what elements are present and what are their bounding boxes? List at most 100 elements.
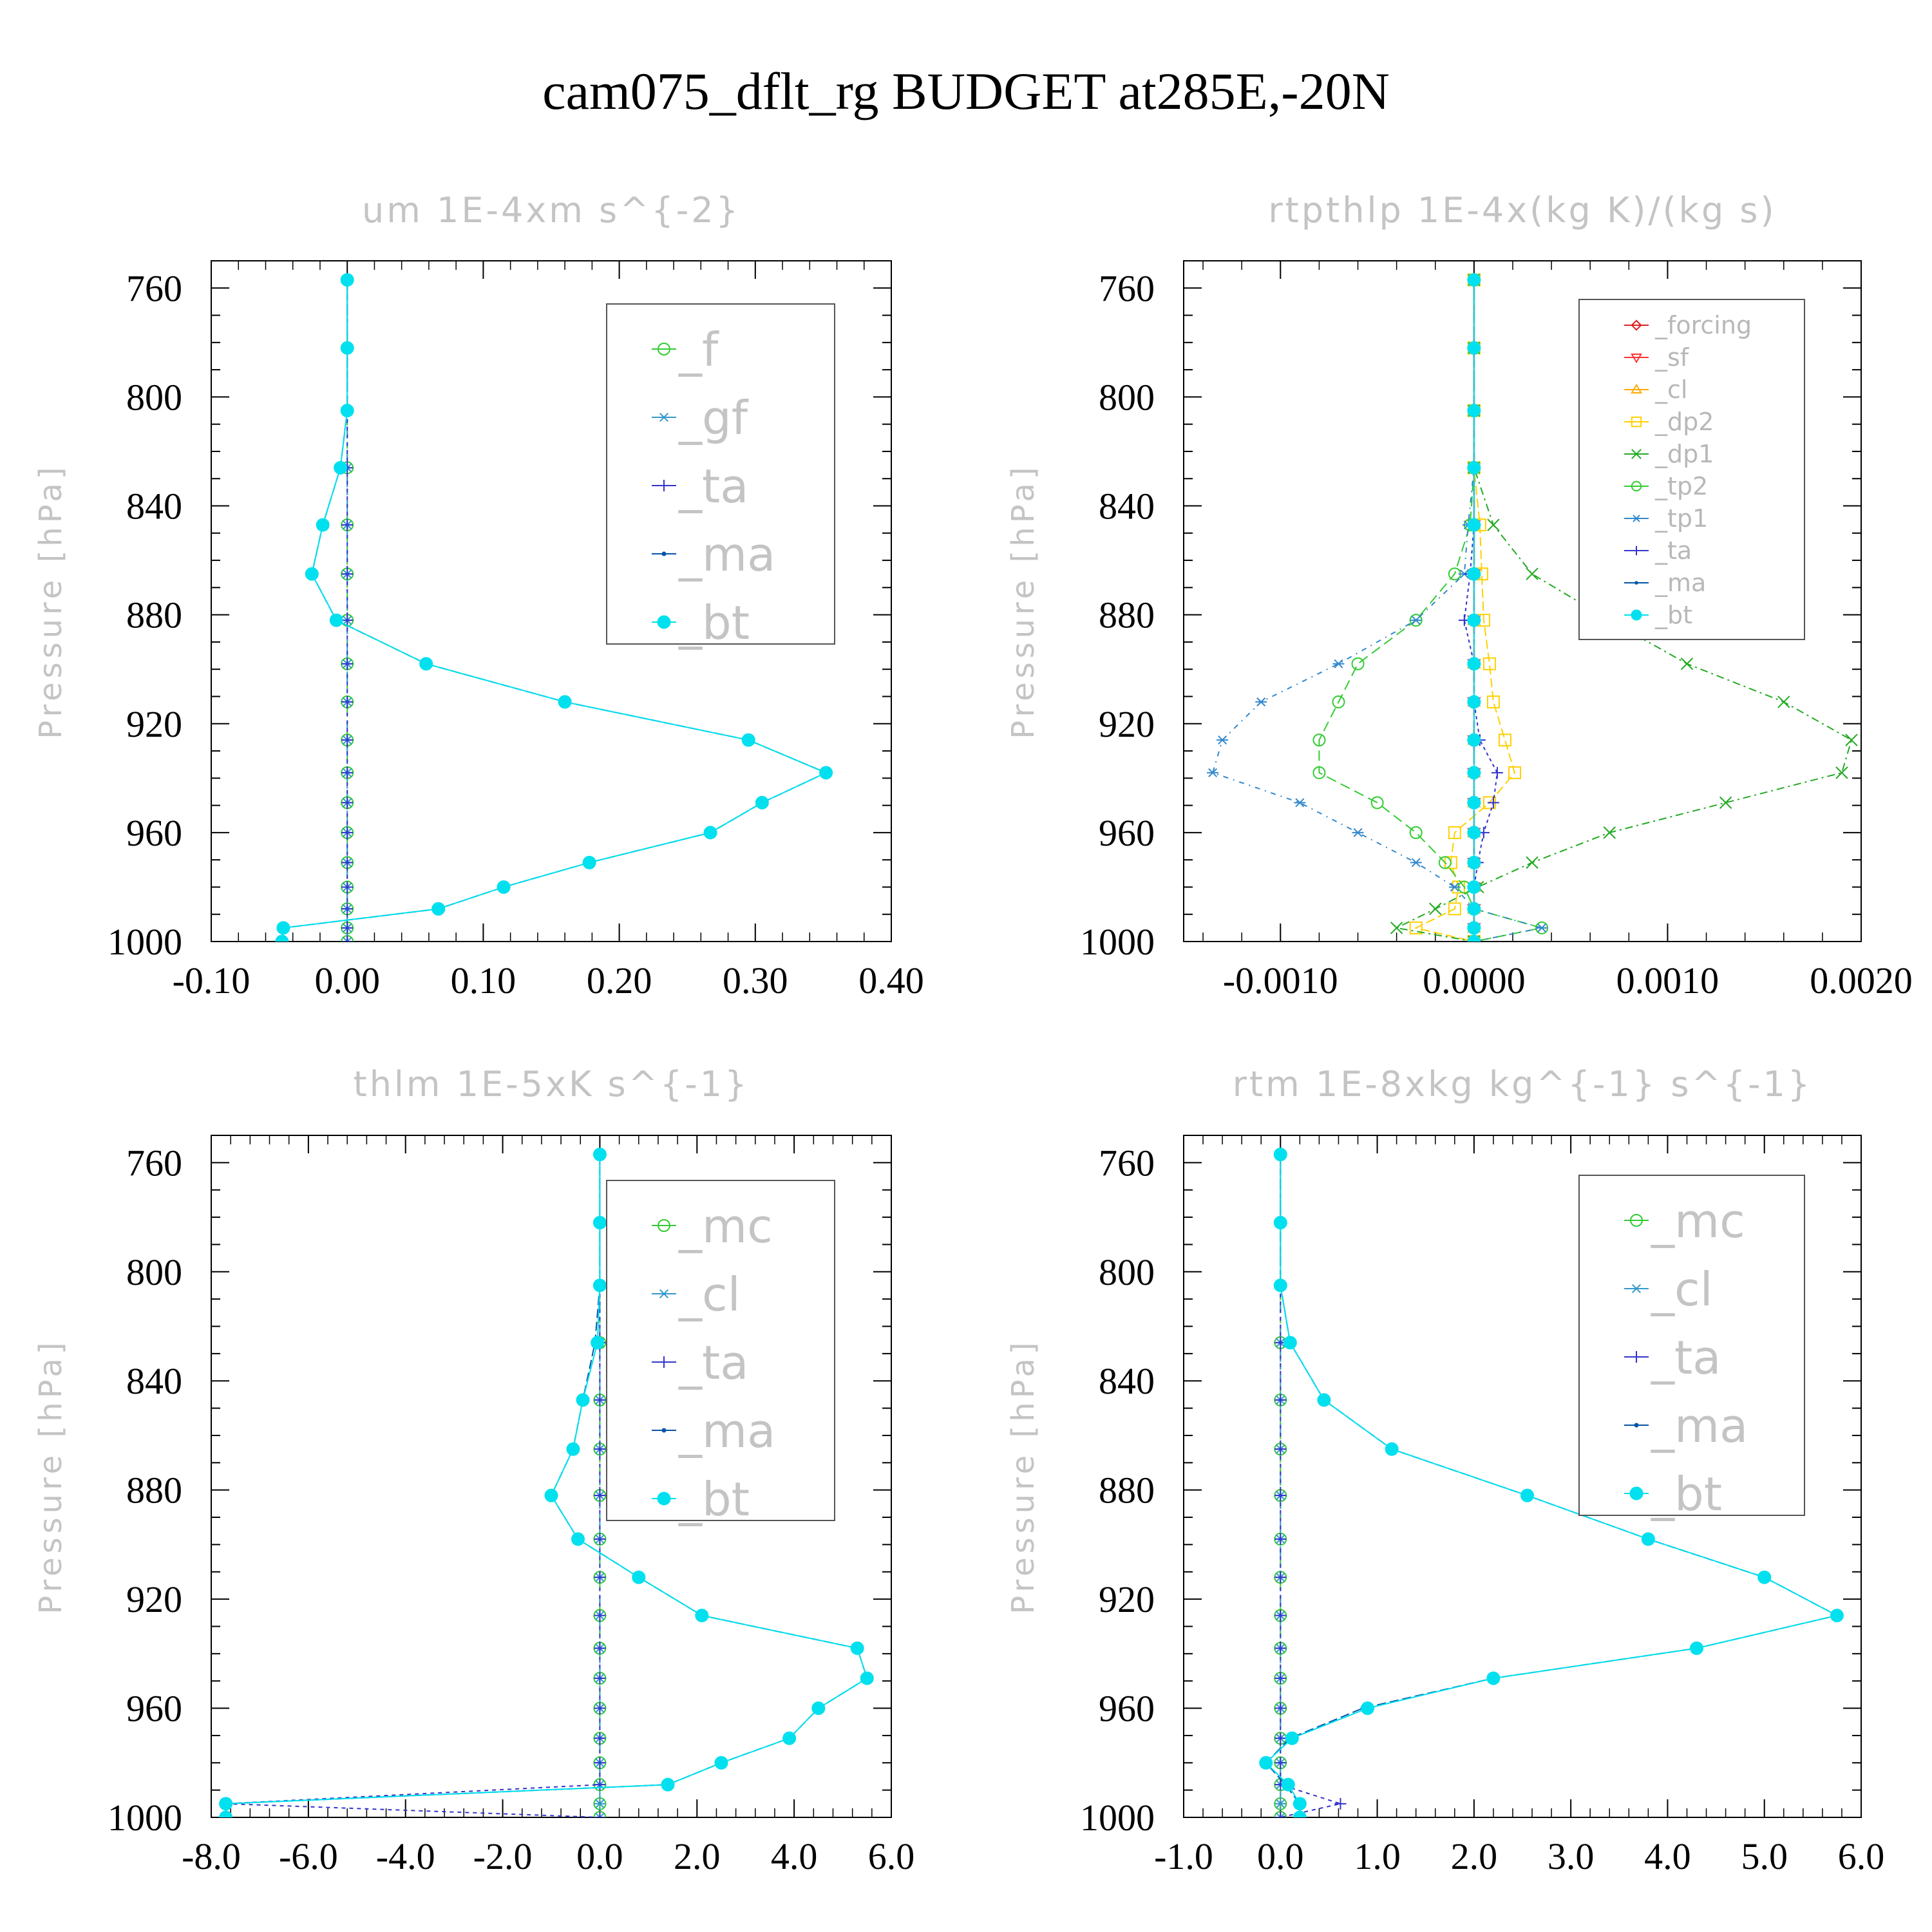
data-point-bt xyxy=(1259,1756,1273,1770)
data-point-bt xyxy=(1293,1797,1307,1811)
data-point-tp1 xyxy=(1207,768,1219,777)
data-point-bt xyxy=(431,902,446,916)
legend-label: _bt xyxy=(1651,1467,1722,1521)
data-point-dp1 xyxy=(1719,796,1732,810)
y-tick-label: 920 xyxy=(126,703,182,745)
x-tick-label: 2.0 xyxy=(1451,1835,1498,1877)
data-point-bt xyxy=(741,733,755,747)
legend-label: _dp1 xyxy=(1654,440,1714,468)
x-tick-label: 4.0 xyxy=(1644,1835,1691,1877)
data-point-tp2 xyxy=(1312,734,1326,747)
legend-label: _forcing xyxy=(1654,311,1752,339)
data-point-ta xyxy=(341,797,354,809)
legend: _mc _cl _ta _ma _bt xyxy=(606,1180,835,1526)
data-point-bt xyxy=(1385,1442,1399,1456)
data-point-dp1 xyxy=(1845,734,1858,746)
data-point-bt xyxy=(811,1701,826,1716)
data-point-ta xyxy=(1274,1672,1287,1684)
data-point-bt xyxy=(1467,902,1481,916)
legend-label: _tp2 xyxy=(1654,472,1708,500)
legend-entry-dp1: _dp1 xyxy=(1624,440,1714,468)
legend-entry-ta: _ta xyxy=(652,1336,748,1390)
data-point-cl xyxy=(594,1812,606,1817)
data-point-tp1 xyxy=(1332,659,1345,668)
y-tick-label: 800 xyxy=(1099,1251,1155,1293)
legend-entry-tp2: _tp2 xyxy=(1624,472,1708,500)
data-point-bt xyxy=(1467,826,1481,840)
x-tick-label: -1.0 xyxy=(1154,1835,1213,1877)
data-point-ta xyxy=(594,1490,606,1502)
data-point-tp1 xyxy=(1217,735,1229,745)
data-point-cl xyxy=(594,1799,606,1808)
x-tick-label: 0.0 xyxy=(1257,1835,1304,1877)
data-point-tp2 xyxy=(1438,856,1452,869)
data-point-bt xyxy=(329,613,343,627)
legend-entry-mc: _mc xyxy=(1624,1194,1745,1248)
data-point-bt xyxy=(276,921,290,935)
data-point-ta xyxy=(341,614,354,627)
legend-entry-cl: _cl xyxy=(1624,1262,1713,1316)
data-point-bt xyxy=(1467,855,1481,869)
panel-2: rtpthlp 1E-4x(kg K)/(kg s) Pressure [hPa]… xyxy=(1005,190,1913,1001)
x-tick-label: -0.0010 xyxy=(1223,960,1338,1001)
legend-label: _ta xyxy=(1651,1331,1721,1385)
data-point-bt xyxy=(1641,1532,1655,1546)
data-point-dp2 xyxy=(1448,902,1461,916)
data-point-bt xyxy=(755,795,769,810)
data-point-bt xyxy=(1467,695,1481,709)
data-point-dp2 xyxy=(1482,657,1496,670)
data-point-bt xyxy=(592,1216,607,1230)
panel-title: thlm 1E-5xK s^{-1} xyxy=(354,1064,750,1104)
panel-title: rtm 1E-8xkg kg^{-1} s^{-1} xyxy=(1233,1064,1813,1104)
data-point-bt xyxy=(219,1810,233,1817)
data-point-bt xyxy=(419,657,433,671)
legend-entry-gf: _gf xyxy=(652,391,749,445)
data-point-bt xyxy=(592,1148,607,1162)
x-tick-label: 0.40 xyxy=(858,960,924,1001)
data-point-ta xyxy=(341,922,354,934)
x-tick-label: 0.00 xyxy=(314,960,380,1001)
y-tick-label: 1000 xyxy=(108,921,182,963)
legend: _mc _cl _ta _ma _bt xyxy=(1578,1175,1805,1521)
series-bt xyxy=(219,1148,874,1817)
data-point-bt xyxy=(1467,273,1481,287)
x-tick-label: 0.0010 xyxy=(1616,960,1719,1001)
data-point-bt xyxy=(558,695,572,709)
legend: _f _gf _ta _ma _bt xyxy=(606,303,835,650)
data-point-tp2 xyxy=(1312,766,1326,779)
legend-entry-ma: _ma xyxy=(1624,1399,1748,1453)
legend-entry-tp1: _tp1 xyxy=(1624,504,1708,533)
data-point-bt xyxy=(1285,1731,1299,1745)
data-point-ta xyxy=(594,1812,606,1817)
legend-entry-forcing: _forcing xyxy=(1624,311,1752,339)
legend-entry-ma: _ma xyxy=(652,527,775,582)
data-point-bt xyxy=(1467,460,1481,475)
data-point-tp2 xyxy=(1351,657,1365,670)
data-point-dp2 xyxy=(1409,921,1423,934)
data-point-tp1 xyxy=(1352,828,1364,837)
legend-entry-ma: _ma xyxy=(1624,569,1706,597)
data-point-ta xyxy=(594,1732,606,1745)
y-tick-label: 840 xyxy=(126,1360,182,1402)
data-point-ta xyxy=(341,734,354,746)
series-ta xyxy=(220,1148,606,1817)
data-point-bt xyxy=(1467,404,1481,418)
legend-label: _ma xyxy=(678,527,775,582)
x-tick-label: 2.0 xyxy=(674,1835,721,1877)
data-point-ta xyxy=(594,1702,606,1714)
x-tick-label: -6.0 xyxy=(279,1835,338,1877)
y-tick-label: 960 xyxy=(126,812,182,854)
legend-label: _cl xyxy=(1654,375,1687,404)
data-point-bt xyxy=(1486,1671,1501,1685)
panel-3: thlm 1E-5xK s^{-1} Pressure [hPa] 760 800 84… xyxy=(33,1064,914,1877)
panel-title: rtpthlp 1E-4x(kg K)/(kg s) xyxy=(1268,190,1776,231)
panel-1: um 1E-4xm s^{-2} Pressure [hPa] 760 800 840 8… xyxy=(33,190,924,1001)
data-point-bt xyxy=(632,1570,646,1584)
x-tick-label: -4.0 xyxy=(376,1835,435,1877)
legend-label: _bt xyxy=(678,1472,750,1526)
legend-entry-ta: _ta xyxy=(652,459,748,513)
legend-label: _gf xyxy=(678,391,749,445)
data-point-tp2 xyxy=(1332,695,1345,708)
data-point-bt xyxy=(544,1488,558,1502)
